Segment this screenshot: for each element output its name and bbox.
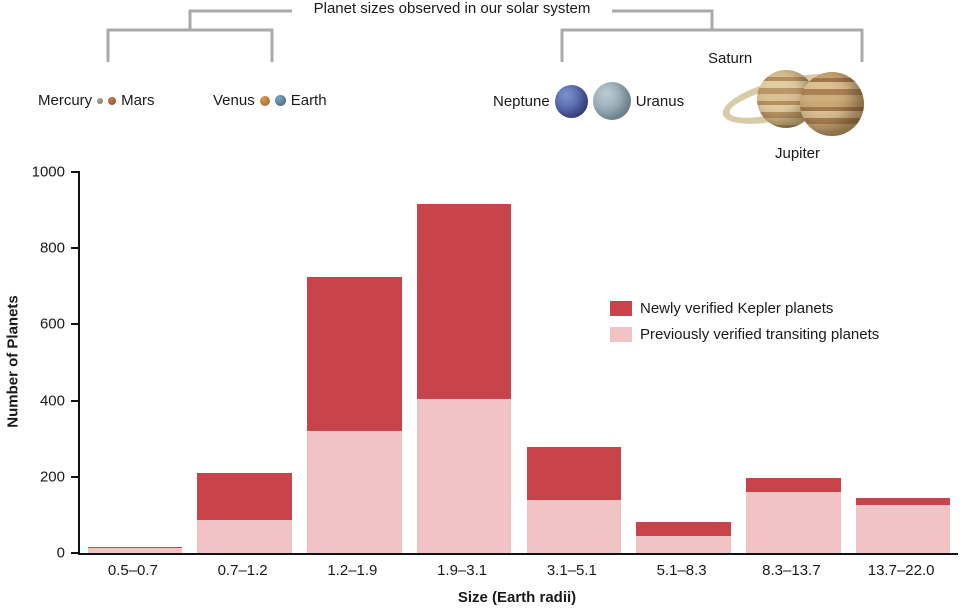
stacked-bar xyxy=(197,172,292,553)
y-tick-label: 800 xyxy=(39,239,65,257)
x-tick-label: 0.7–1.2 xyxy=(217,562,268,579)
bar-segment-newly-verified xyxy=(197,473,292,520)
legend-swatch-newly xyxy=(610,301,632,316)
neptune-label: Neptune xyxy=(493,92,550,110)
bar-segment-newly-verified xyxy=(307,276,402,432)
legend-label-previously: Previously verified transiting planets xyxy=(640,326,880,343)
bar-group-7 xyxy=(739,172,849,553)
uranus-label: Uranus xyxy=(635,92,685,110)
solar-system-annotation: Planet sizes observed in our solar syste… xyxy=(0,0,963,165)
bar-segment-newly-verified xyxy=(855,497,951,506)
bar-segment-newly-verified xyxy=(746,477,841,493)
mercury-label: Mercury xyxy=(38,92,93,109)
earth-icon xyxy=(274,95,286,106)
y-tick-mark xyxy=(71,399,80,402)
bar-segment-newly-verified xyxy=(87,546,183,549)
bar-segment-newly-verified xyxy=(636,521,731,536)
y-tick-mark xyxy=(71,475,80,478)
mars-icon xyxy=(108,96,117,105)
bar-group-2 xyxy=(190,172,300,553)
x-tick-label: 3.1–5.1 xyxy=(546,562,597,579)
neptune-icon xyxy=(554,84,588,118)
uranus-icon xyxy=(592,82,631,120)
stacked-bar-chart: Number of Planets 0 200 400 600 800 1000 Newl… xyxy=(0,165,963,610)
stacked-bar xyxy=(526,172,622,553)
mercury-mars-group: Mercury Mars xyxy=(38,92,155,109)
y-tick-mark xyxy=(71,171,80,173)
y-tick-mark xyxy=(71,323,80,326)
venus-icon xyxy=(259,95,270,106)
legend-item-previously-verified: Previously verified transiting planets xyxy=(610,326,879,343)
bar-segment-previously-verified xyxy=(87,548,183,553)
bars-container xyxy=(80,172,958,553)
x-tick-label: 1.9–3.1 xyxy=(437,562,488,579)
x-tick-label: 5.1–8.3 xyxy=(656,562,707,579)
bar-segment-newly-verified xyxy=(526,447,622,500)
x-axis-title: Size (Earth radii) xyxy=(457,589,577,606)
stacked-bar xyxy=(307,172,402,553)
legend-label-newly: Newly verified Kepler planets xyxy=(640,300,834,317)
bar-group-3 xyxy=(300,172,410,553)
venus-earth-group: Venus Earth xyxy=(213,92,327,109)
stacked-bar xyxy=(855,172,951,553)
x-tick-label: 8.3–13.7 xyxy=(762,562,821,579)
bar-group-8 xyxy=(848,172,958,553)
stacked-bar xyxy=(416,172,512,553)
bar-segment-previously-verified xyxy=(636,535,731,553)
x-tick-label: 1.2–1.9 xyxy=(327,562,378,579)
earth-label: Earth xyxy=(290,92,327,109)
stacked-bar xyxy=(746,172,841,553)
bar-group-1 xyxy=(80,172,190,553)
jupiter-icon xyxy=(800,72,864,136)
legend-swatch-previously xyxy=(610,327,632,342)
venus-label: Venus xyxy=(213,92,255,109)
y-tick-label: 200 xyxy=(39,468,65,486)
y-tick-mark xyxy=(71,247,80,250)
y-tick-label: 1000 xyxy=(31,163,65,181)
stacked-bar xyxy=(87,172,183,553)
bar-segment-previously-verified xyxy=(416,398,512,553)
legend-item-newly-verified: Newly verified Kepler planets xyxy=(610,300,879,317)
saturn-label: Saturn xyxy=(708,50,753,67)
bar-segment-previously-verified xyxy=(526,499,622,553)
y-tick-label: 400 xyxy=(39,392,65,410)
mars-label: Mars xyxy=(121,92,155,109)
bar-group-6 xyxy=(629,172,739,553)
stacked-bar xyxy=(636,172,731,553)
x-tick-label: 13.7–22.0 xyxy=(867,562,935,579)
y-tick-label: 600 xyxy=(39,315,65,333)
plot-area: 0 200 400 600 800 1000 Newly verified Kepler … xyxy=(32,165,958,561)
y-tick-mark xyxy=(71,552,80,554)
bar-segment-previously-verified xyxy=(307,431,402,553)
bar-group-4 xyxy=(409,172,519,553)
annotation-title: Planet sizes observed in our solar syste… xyxy=(313,0,591,17)
mercury-icon xyxy=(97,97,104,104)
bracket-lines xyxy=(106,9,864,62)
y-axis-title: Number of Planets xyxy=(4,295,22,428)
legend: Newly verified Kepler planets Previously… xyxy=(610,300,879,343)
jupiter-label: Jupiter xyxy=(775,145,821,162)
bar-group-5 xyxy=(519,172,629,553)
bar-segment-previously-verified xyxy=(855,505,951,553)
bar-segment-previously-verified xyxy=(746,492,841,553)
x-tick-labels: 0.5–0.7 0.7–1.2 1.2–1.9 1.9–3.1 3.1–5.1 5.1–8… xyxy=(78,562,956,579)
x-tick-label: 0.5–0.7 xyxy=(107,562,158,579)
bar-segment-previously-verified xyxy=(197,519,292,553)
neptune-uranus-group: Neptune Uranus xyxy=(493,82,684,120)
bar-segment-newly-verified xyxy=(416,204,512,399)
y-tick-label: 0 xyxy=(56,544,65,562)
